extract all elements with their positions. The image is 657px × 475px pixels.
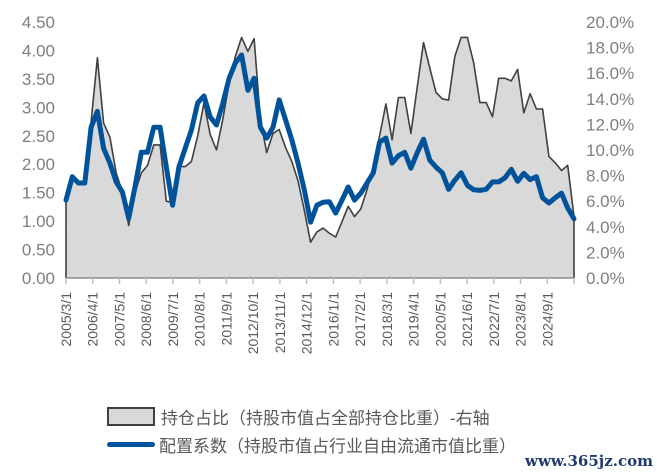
x-tick-label: 2005/3/1 <box>58 292 74 347</box>
y-right-tick-label: 8.0% <box>586 167 625 186</box>
y-left-tick-label: 0.50 <box>22 241 55 260</box>
x-tick-label: 2014/12/1 <box>299 292 315 354</box>
y-right-tick-label: 16.0% <box>586 64 634 83</box>
y-left-tick-label: 3.50 <box>22 70 55 89</box>
x-tick-label: 2021/6/1 <box>459 292 475 347</box>
y-left-tick-label: 4.00 <box>22 41 55 60</box>
y-right-tick-label: 20.0% <box>586 13 634 32</box>
y-right-tick-label: 10.0% <box>586 141 634 160</box>
y-left-tick-label: 1.00 <box>22 212 55 231</box>
y-left-tick-label: 2.50 <box>22 127 55 146</box>
x-tick-label: 2020/5/1 <box>432 292 448 347</box>
x-tick-label: 2007/5/1 <box>111 292 127 347</box>
y-left-tick-label: 0.00 <box>22 269 55 288</box>
y-right-tick-label: 18.0% <box>586 39 634 58</box>
y-right-tick-label: 6.0% <box>586 192 625 211</box>
y-right-tick-label: 12.0% <box>586 115 634 134</box>
series-area-holding-ratio <box>66 37 574 279</box>
x-tick-label: 2010/8/1 <box>192 292 208 347</box>
legend-swatch-line <box>107 442 155 447</box>
x-tick-label: 2013/11/1 <box>272 292 288 353</box>
legend-label-allocation-coefficient: 配置系数（持股市值占行业自由流通市值比重） <box>159 437 516 456</box>
legend-item-allocation-coefficient: 配置系数（持股市值占行业自由流通市值比重） <box>107 432 516 457</box>
x-tick-label: 2011/9/1 <box>218 292 234 346</box>
legend-item-holding-ratio: 持仓占比（持股市值占全部持仓比重）-右轴 <box>107 404 490 429</box>
y-right-tick-label: 14.0% <box>586 90 634 109</box>
x-tick-label: 2009/7/1 <box>165 292 181 347</box>
x-tick-label: 2024/9/1 <box>539 292 555 347</box>
x-tick-label: 2008/6/1 <box>138 292 154 347</box>
y-left-tick-label: 2.00 <box>22 155 55 174</box>
x-tick-label: 2018/3/1 <box>379 292 395 347</box>
x-tick-label: 2023/8/1 <box>513 292 529 347</box>
x-tick-label: 2019/4/1 <box>406 292 422 347</box>
y-right-tick-label: 2.0% <box>586 243 625 262</box>
chart: 2005/3/1 2006/4/1 2007/5/1 2008/6/1 2009/7/1… <box>22 13 634 354</box>
x-tick-label: 2017/2/1 <box>352 292 368 347</box>
y-left-tick-label: 1.50 <box>22 184 55 203</box>
x-tick-label: 2022/7/1 <box>486 292 502 347</box>
y-left-tick-label: 4.50 <box>22 13 55 32</box>
y-right-tick-label: 4.0% <box>586 218 625 237</box>
y-right-tick-label: 0.0% <box>586 269 625 288</box>
series-area-outline <box>65 36 575 278</box>
y-left-tick-label: 3.00 <box>22 98 55 117</box>
x-tick-label: 2016/1/1 <box>325 292 341 347</box>
watermark: www.365jz.com <box>525 452 653 470</box>
series-line-allocation-coefficient <box>63 52 577 225</box>
x-tick-label: 2012/10/1 <box>245 292 261 354</box>
legend-swatch-area <box>107 407 155 426</box>
x-tick-label: 2006/4/1 <box>85 292 101 347</box>
legend-label-holding-ratio: 持仓占比（持股市值占全部持仓比重）-右轴 <box>161 409 490 428</box>
